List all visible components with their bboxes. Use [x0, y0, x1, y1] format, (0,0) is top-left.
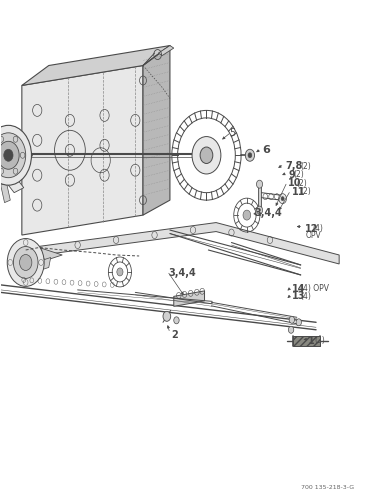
Text: 6: 6	[262, 146, 270, 156]
Polygon shape	[12, 245, 62, 260]
Text: 12: 12	[305, 224, 318, 234]
Circle shape	[0, 126, 32, 185]
Text: (2): (2)	[314, 336, 325, 345]
Circle shape	[14, 246, 38, 278]
Polygon shape	[158, 46, 174, 56]
Circle shape	[243, 210, 251, 220]
Circle shape	[0, 142, 19, 169]
Circle shape	[13, 168, 18, 174]
Polygon shape	[22, 46, 170, 86]
Circle shape	[174, 317, 179, 324]
Text: 9: 9	[288, 170, 295, 179]
Polygon shape	[143, 46, 170, 215]
Polygon shape	[174, 291, 205, 306]
Text: 1: 1	[308, 336, 315, 345]
Circle shape	[192, 136, 221, 174]
Polygon shape	[12, 222, 339, 264]
Polygon shape	[41, 258, 51, 270]
Text: 13: 13	[292, 292, 306, 302]
Circle shape	[281, 196, 284, 200]
Circle shape	[13, 136, 18, 142]
Circle shape	[289, 316, 295, 324]
Circle shape	[256, 206, 262, 214]
Text: (2): (2)	[300, 162, 311, 170]
Circle shape	[20, 152, 25, 158]
Text: 14: 14	[292, 284, 306, 294]
Text: 700 135-218-3-G: 700 135-218-3-G	[301, 486, 354, 490]
Circle shape	[20, 254, 32, 270]
Circle shape	[4, 150, 13, 161]
Circle shape	[256, 180, 262, 188]
Polygon shape	[1, 170, 24, 192]
Text: 7,8: 7,8	[285, 161, 303, 171]
Circle shape	[0, 133, 26, 178]
Circle shape	[279, 194, 286, 203]
Circle shape	[0, 168, 3, 174]
Bar	[293, 336, 320, 345]
Circle shape	[7, 238, 44, 286]
Text: 3,4,4: 3,4,4	[169, 268, 196, 278]
Text: OPV: OPV	[305, 230, 321, 239]
Circle shape	[245, 150, 254, 161]
Text: (2): (2)	[294, 170, 305, 179]
Text: (4): (4)	[300, 292, 311, 301]
Text: (4): (4)	[312, 224, 323, 233]
Text: 3,4,4: 3,4,4	[254, 208, 282, 218]
Text: (2): (2)	[296, 178, 307, 188]
Circle shape	[163, 312, 171, 322]
Polygon shape	[257, 182, 261, 212]
Text: (4) OPV: (4) OPV	[300, 284, 329, 294]
Polygon shape	[22, 66, 143, 235]
Circle shape	[248, 153, 252, 158]
Text: 5: 5	[230, 128, 236, 138]
Circle shape	[200, 147, 213, 164]
Text: (2): (2)	[300, 187, 311, 196]
Circle shape	[117, 268, 123, 276]
Circle shape	[288, 326, 294, 334]
Circle shape	[0, 136, 3, 142]
Circle shape	[296, 319, 301, 326]
Text: 2: 2	[171, 330, 178, 340]
Text: 10: 10	[288, 178, 302, 188]
Polygon shape	[1, 182, 10, 203]
Text: 11: 11	[292, 186, 305, 196]
